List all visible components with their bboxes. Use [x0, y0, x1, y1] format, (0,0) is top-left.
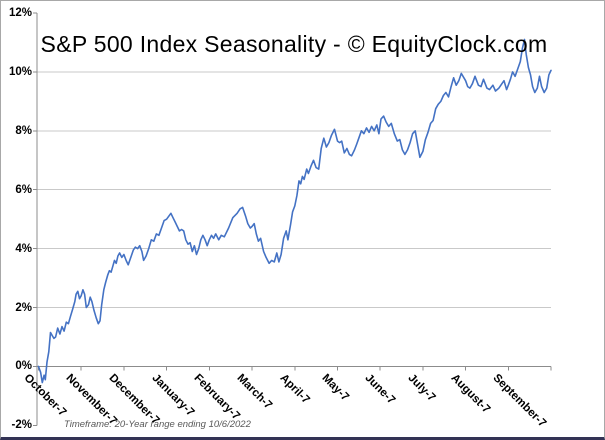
- seasonality-line: [37, 38, 552, 384]
- timeframe-note: Timeframe: 20-Year range ending 10/6/202…: [64, 419, 251, 430]
- y-tick-label: 2%: [15, 301, 32, 314]
- chart-title: S&P 500 Index Seasonality - © EquityCloc…: [40, 31, 548, 57]
- y-tick-label: 8%: [15, 124, 32, 137]
- y-tick-label: -2%: [11, 419, 32, 432]
- y-tick-label: 4%: [15, 242, 32, 255]
- y-tick-label: 12%: [8, 7, 32, 19]
- y-tick-label: 6%: [15, 183, 32, 196]
- y-tick-label: 0%: [15, 360, 32, 373]
- y-tick-label: 10%: [8, 65, 32, 78]
